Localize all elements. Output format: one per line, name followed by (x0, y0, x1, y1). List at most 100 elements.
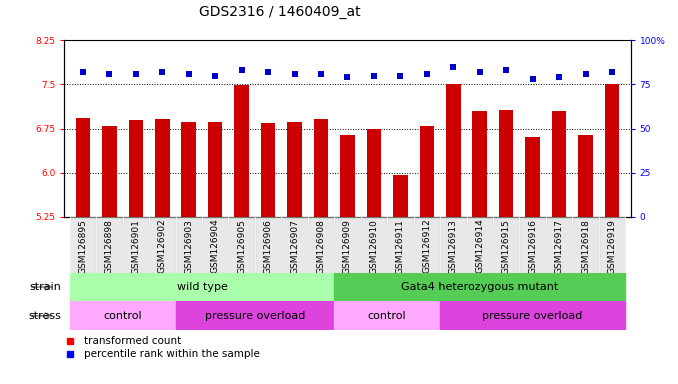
Point (369, 73, 380, 79)
Text: wild type: wild type (176, 282, 227, 292)
Text: transformed count: transformed count (84, 336, 182, 346)
Text: GSM126919: GSM126919 (607, 218, 616, 273)
Bar (129, 120, 143, 217)
Bar (149, 217, 176, 273)
Text: GSM126911: GSM126911 (396, 218, 405, 273)
Bar (519, 217, 546, 273)
Bar (208, 122, 222, 217)
Text: GSM126903: GSM126903 (184, 218, 193, 273)
Text: stress: stress (28, 311, 61, 321)
Text: GSM126906: GSM126906 (264, 218, 273, 273)
Bar (493, 217, 519, 273)
Bar (255, 217, 281, 273)
Text: GSM126913: GSM126913 (449, 218, 458, 273)
Bar (525, 137, 540, 217)
Point (448, 64, 459, 70)
Text: GSM126915: GSM126915 (502, 218, 511, 273)
Bar (261, 123, 275, 217)
Text: Gata4 heterozygous mutant: Gata4 heterozygous mutant (401, 282, 559, 292)
Point (554, 74, 565, 81)
Point (157, 69, 167, 75)
Point (289, 71, 300, 77)
Text: GSM126916: GSM126916 (528, 218, 537, 273)
Point (77, 69, 88, 75)
Point (315, 71, 326, 77)
Bar (287, 122, 302, 217)
Point (130, 71, 141, 77)
Bar (334, 301, 440, 330)
Text: GSM126907: GSM126907 (290, 218, 299, 273)
Point (395, 73, 406, 79)
Bar (499, 110, 513, 217)
Bar (340, 134, 355, 217)
Bar (70, 217, 96, 273)
Point (236, 67, 247, 73)
Bar (473, 111, 487, 217)
Text: GSM126895: GSM126895 (79, 218, 87, 273)
Bar (605, 84, 619, 217)
Point (501, 67, 512, 73)
Text: GSM126904: GSM126904 (211, 218, 220, 273)
Point (607, 69, 618, 75)
Bar (235, 85, 249, 217)
Point (475, 69, 485, 75)
Bar (182, 122, 196, 217)
Bar (466, 217, 493, 273)
Text: GSM126909: GSM126909 (343, 218, 352, 273)
Bar (123, 217, 149, 273)
Bar (70, 301, 176, 330)
Bar (578, 134, 593, 217)
Text: GSM126898: GSM126898 (105, 218, 114, 273)
Bar (599, 217, 625, 273)
Point (183, 71, 194, 77)
Text: GDS2316 / 1460409_at: GDS2316 / 1460409_at (199, 5, 360, 19)
Bar (387, 217, 414, 273)
Point (262, 69, 273, 75)
Bar (334, 273, 625, 301)
Text: control: control (368, 311, 407, 321)
Text: GSM126910: GSM126910 (370, 218, 378, 273)
Text: GSM126917: GSM126917 (555, 218, 563, 273)
Point (342, 74, 353, 81)
Text: GSM126918: GSM126918 (581, 218, 590, 273)
Text: pressure overload: pressure overload (483, 311, 583, 321)
Text: GSM126908: GSM126908 (317, 218, 325, 273)
Text: GSM126912: GSM126912 (422, 218, 431, 273)
Bar (440, 301, 625, 330)
Text: strain: strain (29, 282, 61, 292)
Point (580, 71, 591, 77)
Bar (367, 129, 381, 217)
Bar (281, 217, 308, 273)
Bar (414, 217, 440, 273)
Point (527, 76, 538, 82)
Bar (76, 118, 90, 217)
Point (210, 73, 220, 79)
Text: control: control (103, 311, 142, 321)
Bar (572, 217, 599, 273)
Text: GSM126905: GSM126905 (237, 218, 246, 273)
Text: GSM126901: GSM126901 (132, 218, 140, 273)
Point (422, 71, 433, 77)
Bar (96, 217, 123, 273)
Bar (552, 111, 566, 217)
Bar (361, 217, 387, 273)
Bar (546, 217, 572, 273)
Bar (70, 273, 334, 301)
Bar (228, 217, 255, 273)
Bar (176, 217, 202, 273)
Text: GSM126902: GSM126902 (158, 218, 167, 273)
Text: percentile rank within the sample: percentile rank within the sample (84, 349, 260, 359)
Bar (314, 119, 328, 217)
Bar (102, 126, 117, 217)
Point (104, 71, 115, 77)
Bar (308, 217, 334, 273)
Bar (420, 126, 434, 217)
Text: GSM126914: GSM126914 (475, 218, 484, 273)
Bar (202, 217, 228, 273)
Text: pressure overload: pressure overload (205, 311, 305, 321)
Bar (334, 217, 361, 273)
Bar (440, 217, 466, 273)
Bar (176, 301, 334, 330)
Bar (155, 119, 170, 217)
Bar (393, 175, 407, 217)
